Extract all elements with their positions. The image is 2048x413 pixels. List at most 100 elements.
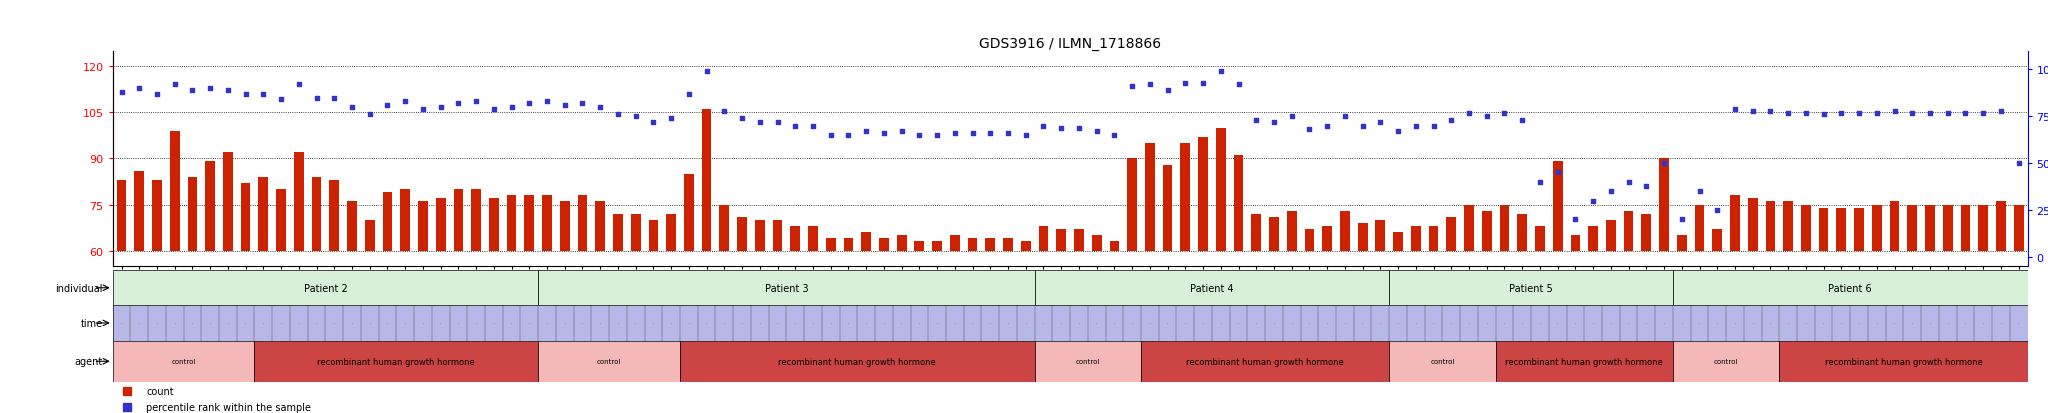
- Bar: [596, 202, 604, 251]
- Bar: [680, 341, 1034, 382]
- Point: [956, 131, 989, 137]
- Bar: [1925, 205, 1935, 251]
- Point: [408, 106, 440, 113]
- Point: [1577, 198, 1610, 204]
- Bar: [1286, 211, 1296, 251]
- Point: [530, 99, 563, 105]
- Point: [1700, 207, 1733, 214]
- Bar: [1872, 205, 1882, 251]
- Bar: [1034, 271, 1389, 306]
- Point: [1524, 179, 1556, 186]
- Bar: [1034, 341, 1141, 382]
- Point: [1825, 110, 1858, 116]
- Bar: [950, 236, 961, 251]
- Bar: [1073, 230, 1083, 251]
- Point: [496, 104, 528, 111]
- Text: Patient 4: Patient 4: [1190, 283, 1233, 293]
- Point: [1116, 84, 1149, 90]
- Bar: [1997, 202, 2005, 251]
- Bar: [1552, 162, 1563, 251]
- Point: [1382, 128, 1415, 135]
- Point: [1950, 110, 1982, 116]
- Bar: [1673, 271, 2028, 306]
- Point: [1630, 183, 1663, 190]
- Bar: [506, 196, 516, 251]
- Text: Patient 2: Patient 2: [303, 283, 348, 293]
- Point: [1860, 110, 1892, 116]
- Bar: [1004, 239, 1014, 251]
- Bar: [1853, 208, 1864, 251]
- Bar: [1518, 214, 1528, 251]
- Point: [1257, 119, 1290, 126]
- Point: [1470, 114, 1503, 120]
- Bar: [1571, 236, 1581, 251]
- Bar: [684, 174, 694, 251]
- Point: [2003, 160, 2036, 167]
- Bar: [1233, 156, 1243, 251]
- Bar: [1694, 205, 1704, 251]
- Bar: [276, 190, 287, 251]
- Point: [1223, 82, 1255, 88]
- Bar: [383, 193, 393, 251]
- Point: [815, 132, 848, 139]
- Bar: [471, 190, 481, 251]
- Bar: [631, 214, 641, 251]
- Bar: [969, 239, 977, 251]
- Point: [371, 102, 403, 109]
- Bar: [1180, 144, 1190, 251]
- Bar: [1376, 221, 1384, 251]
- Point: [176, 88, 209, 94]
- Bar: [1393, 233, 1403, 251]
- Bar: [1092, 236, 1102, 251]
- Point: [1683, 188, 1716, 195]
- Point: [903, 132, 936, 139]
- Point: [1098, 132, 1130, 139]
- Bar: [985, 239, 995, 251]
- Point: [1806, 112, 1839, 119]
- Point: [1843, 110, 1876, 116]
- Bar: [543, 196, 551, 251]
- Text: Patient 5: Patient 5: [1509, 283, 1552, 293]
- Bar: [539, 271, 1034, 306]
- Point: [922, 132, 954, 139]
- Point: [211, 88, 244, 94]
- Point: [1292, 127, 1325, 133]
- Bar: [737, 217, 748, 251]
- Point: [709, 108, 741, 115]
- Bar: [1659, 159, 1669, 251]
- Bar: [223, 153, 233, 251]
- Point: [725, 116, 758, 122]
- Text: recombinant human growth hormone: recombinant human growth hormone: [317, 357, 475, 366]
- Bar: [1499, 205, 1509, 251]
- Point: [123, 85, 156, 92]
- Bar: [649, 221, 657, 251]
- Point: [938, 131, 971, 137]
- Point: [850, 128, 883, 135]
- Point: [317, 95, 350, 102]
- Text: time: time: [82, 318, 102, 328]
- Point: [1985, 108, 2017, 115]
- Bar: [1536, 226, 1544, 251]
- Point: [584, 104, 616, 111]
- Point: [1417, 123, 1450, 130]
- Bar: [1640, 214, 1651, 251]
- Point: [1044, 125, 1077, 131]
- Bar: [578, 196, 588, 251]
- Point: [248, 91, 281, 98]
- Point: [283, 82, 315, 88]
- Bar: [1589, 226, 1597, 251]
- Bar: [1890, 202, 1898, 251]
- Bar: [1673, 341, 1780, 382]
- Point: [389, 99, 422, 105]
- Point: [975, 131, 1008, 137]
- Point: [1753, 108, 1786, 115]
- Bar: [330, 180, 340, 251]
- Point: [141, 91, 174, 98]
- Point: [637, 119, 670, 126]
- Bar: [1446, 217, 1456, 251]
- Point: [477, 106, 510, 113]
- Bar: [170, 131, 180, 251]
- Bar: [1323, 226, 1331, 251]
- Bar: [702, 110, 711, 251]
- Bar: [1606, 221, 1616, 251]
